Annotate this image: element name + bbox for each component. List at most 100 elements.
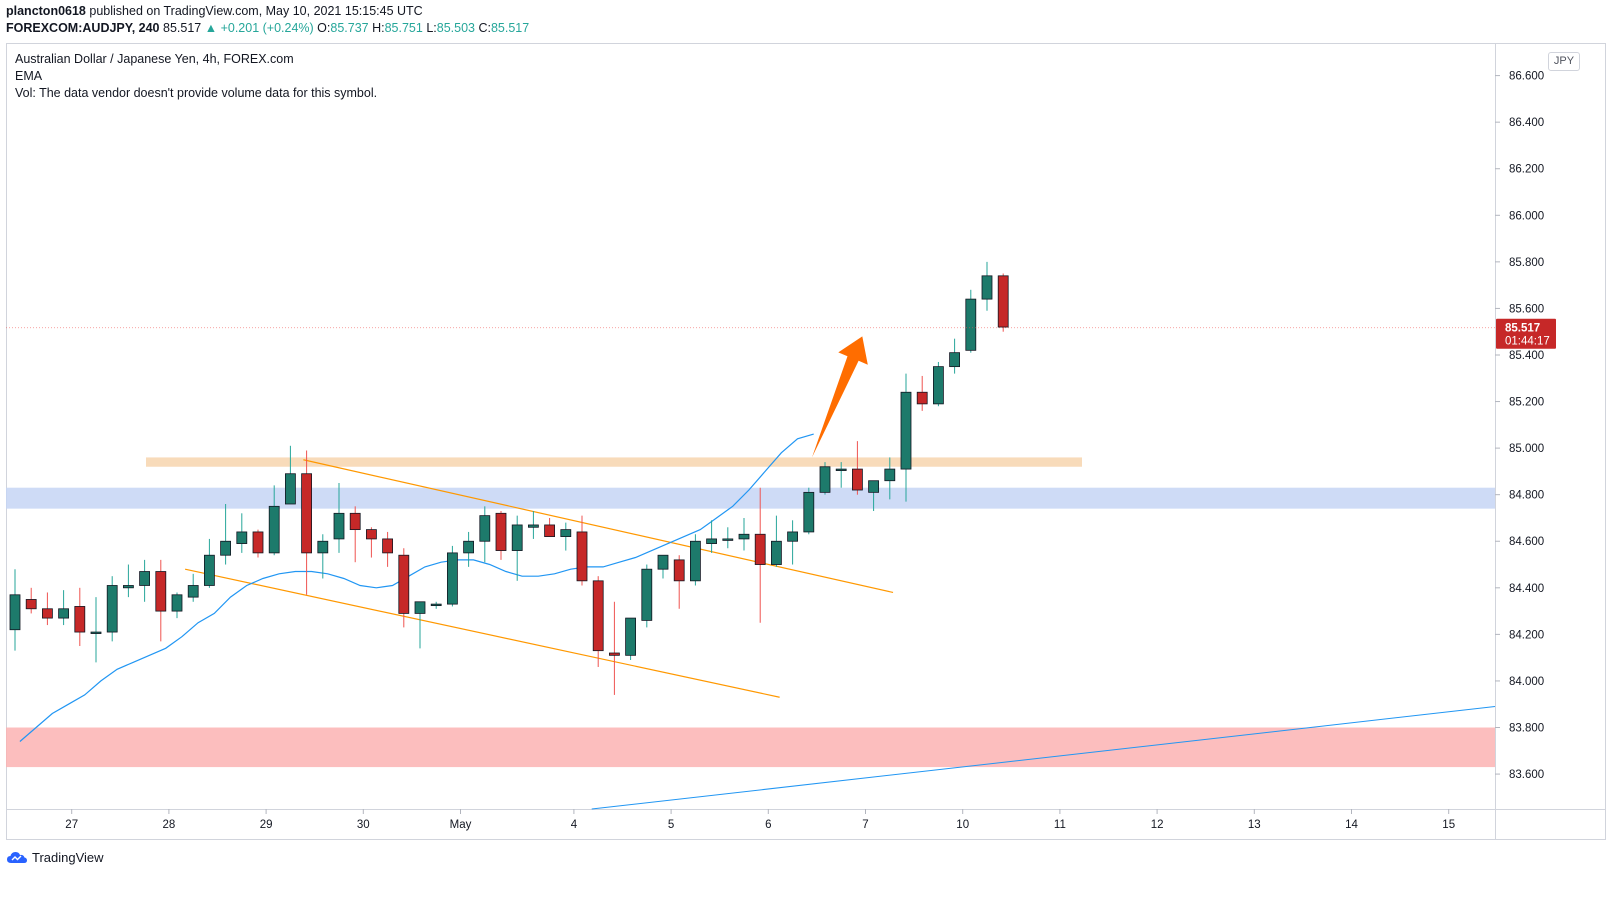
candle[interactable] bbox=[900, 373, 912, 502]
currency-badge[interactable]: JPY bbox=[1548, 52, 1580, 71]
price-change: ▲ +0.201 (+0.24%) bbox=[204, 21, 314, 35]
candle[interactable] bbox=[916, 375, 928, 411]
candle[interactable] bbox=[155, 559, 167, 642]
candle-body bbox=[42, 608, 53, 619]
candle[interactable] bbox=[284, 445, 296, 505]
candle[interactable] bbox=[657, 554, 669, 579]
candle[interactable] bbox=[722, 527, 734, 549]
candle[interactable] bbox=[25, 587, 37, 614]
candle[interactable] bbox=[771, 515, 782, 567]
candle[interactable] bbox=[301, 450, 313, 595]
candle[interactable] bbox=[933, 361, 944, 407]
candle[interactable] bbox=[738, 517, 750, 551]
ema-line bbox=[19, 433, 814, 742]
candle-body bbox=[187, 585, 199, 598]
last-price: 85.517 bbox=[163, 21, 202, 35]
candle[interactable] bbox=[981, 261, 993, 311]
candle[interactable] bbox=[949, 338, 960, 374]
candle[interactable] bbox=[90, 597, 102, 663]
candle[interactable] bbox=[317, 534, 329, 579]
candle[interactable] bbox=[268, 485, 280, 556]
candle[interactable] bbox=[495, 510, 507, 560]
candle[interactable] bbox=[74, 587, 86, 647]
countdown-text: 01:44:17 bbox=[1505, 336, 1550, 348]
candle[interactable] bbox=[560, 522, 572, 551]
candle-body bbox=[398, 554, 410, 614]
y-tick-label: 83.600 bbox=[1509, 769, 1544, 781]
candle[interactable] bbox=[997, 273, 1009, 332]
candle-body bbox=[625, 617, 636, 656]
candle[interactable] bbox=[625, 617, 636, 660]
candle[interactable] bbox=[58, 590, 69, 626]
candle[interactable] bbox=[787, 520, 798, 565]
x-tick-label: 13 bbox=[1248, 819, 1261, 831]
candle[interactable] bbox=[9, 569, 21, 651]
candle[interactable] bbox=[446, 545, 458, 607]
candle[interactable] bbox=[884, 457, 896, 500]
candle-body bbox=[673, 559, 685, 582]
x-tick-label: 29 bbox=[260, 819, 273, 831]
candle[interactable] bbox=[430, 601, 442, 609]
candle-body bbox=[787, 531, 798, 542]
symbol-label[interactable]: FOREXCOM:AUDJPY, 240 bbox=[6, 21, 160, 35]
candle-body bbox=[690, 540, 701, 582]
candle[interactable] bbox=[349, 506, 361, 563]
candle[interactable] bbox=[382, 531, 394, 567]
x-tick-label: 10 bbox=[956, 819, 969, 831]
candlestick-chart[interactable]: 86.600 86.400 86.200 86.000 85.800 85.600 85.4… bbox=[6, 43, 1606, 840]
candle-body bbox=[430, 603, 442, 607]
y-tick-label: 85.600 bbox=[1509, 303, 1544, 315]
candle[interactable] bbox=[365, 527, 377, 558]
candle[interactable] bbox=[690, 534, 701, 586]
candle[interactable] bbox=[511, 515, 523, 581]
candle[interactable] bbox=[803, 487, 815, 535]
channel-lower-line bbox=[184, 568, 780, 698]
candle[interactable] bbox=[414, 601, 426, 649]
candle[interactable] bbox=[819, 462, 831, 495]
candle[interactable] bbox=[252, 529, 264, 558]
candle[interactable] bbox=[609, 601, 620, 695]
candle[interactable] bbox=[528, 510, 539, 539]
x-tick-label: 7 bbox=[862, 819, 868, 831]
published-text: published on TradingView.com, May 10, 20… bbox=[89, 4, 423, 18]
candle[interactable] bbox=[835, 462, 847, 488]
candle[interactable] bbox=[706, 520, 717, 553]
candle-body bbox=[560, 529, 572, 537]
candle[interactable] bbox=[187, 573, 199, 602]
candle[interactable] bbox=[42, 592, 53, 626]
candle[interactable] bbox=[852, 441, 863, 495]
candle[interactable] bbox=[673, 555, 685, 609]
tradingview-logo[interactable]: TradingView bbox=[6, 847, 104, 867]
candle[interactable] bbox=[236, 513, 248, 553]
candle[interactable] bbox=[171, 592, 183, 619]
candle[interactable] bbox=[203, 538, 215, 588]
candle[interactable] bbox=[333, 483, 345, 553]
candle-body bbox=[884, 468, 896, 482]
candle-body bbox=[365, 529, 377, 540]
x-tick-label: 5 bbox=[668, 819, 674, 831]
legend-ema[interactable]: EMA bbox=[15, 69, 43, 83]
candle[interactable] bbox=[576, 515, 588, 586]
candle-body bbox=[301, 473, 313, 554]
candle[interactable] bbox=[463, 531, 475, 567]
candle[interactable] bbox=[544, 517, 555, 537]
candle[interactable] bbox=[592, 576, 604, 667]
candle[interactable] bbox=[965, 289, 977, 353]
candle[interactable] bbox=[754, 487, 766, 623]
candle[interactable] bbox=[220, 503, 232, 565]
legend-title[interactable]: Australian Dollar / Japanese Yen, 4h, FO… bbox=[15, 52, 294, 66]
candle[interactable] bbox=[641, 564, 653, 628]
candle[interactable] bbox=[123, 564, 134, 598]
candle[interactable] bbox=[398, 548, 410, 628]
candle-body bbox=[171, 594, 183, 612]
candle[interactable] bbox=[139, 559, 151, 602]
lower-zone bbox=[6, 727, 1495, 768]
x-tick-label: 30 bbox=[357, 819, 370, 831]
candle-body bbox=[706, 538, 717, 544]
chart-frame[interactable]: 86.600 86.400 86.200 86.000 85.800 85.600 85.4… bbox=[6, 43, 1606, 840]
candle[interactable] bbox=[868, 480, 879, 511]
candle[interactable] bbox=[479, 506, 491, 563]
candle-body bbox=[771, 540, 782, 565]
candle[interactable] bbox=[106, 576, 118, 642]
candle-body bbox=[528, 524, 539, 528]
